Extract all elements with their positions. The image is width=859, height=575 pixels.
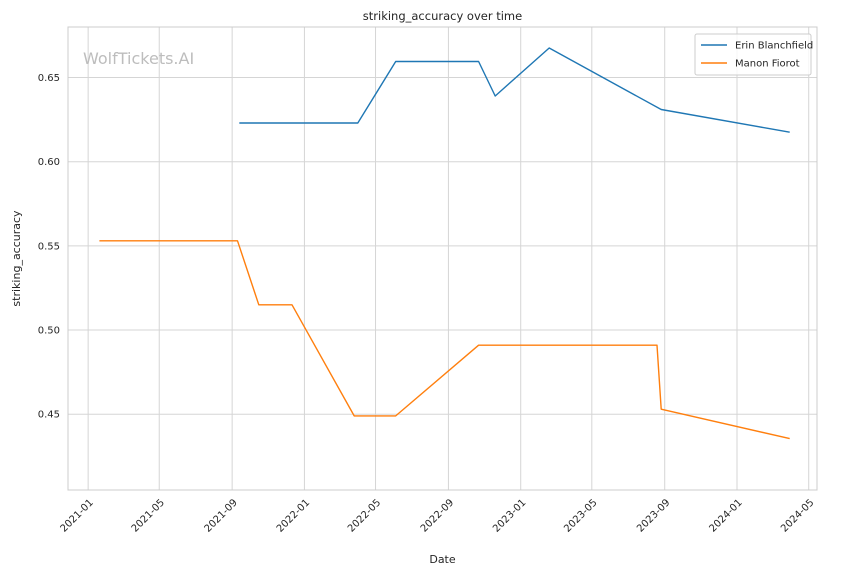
y-tick-label: 0.55: [38, 241, 60, 252]
y-axis-label: striking_accuracy: [10, 210, 23, 307]
chart-title: striking_accuracy over time: [363, 9, 522, 23]
legend: Erin Blanchfield Manon Fiorot: [694, 33, 813, 76]
y-tick-label: 0.45: [38, 410, 60, 421]
grid: [68, 27, 817, 490]
series-line-0: [239, 47, 790, 133]
legend-entry-0: Erin Blanchfield: [735, 41, 813, 52]
series-line-1: [99, 240, 790, 440]
y-tick-label: 0.50: [38, 326, 60, 337]
watermark-text: WolfTickets.AI: [83, 49, 194, 68]
series-layer: [99, 47, 790, 440]
legend-entry-1: Manon Fiorot: [735, 59, 800, 70]
y-tick-label: 0.65: [38, 73, 60, 84]
plot-frame: [67, 26, 818, 491]
y-tick-label: 0.60: [38, 157, 60, 168]
x-axis-label: Date: [429, 553, 456, 566]
